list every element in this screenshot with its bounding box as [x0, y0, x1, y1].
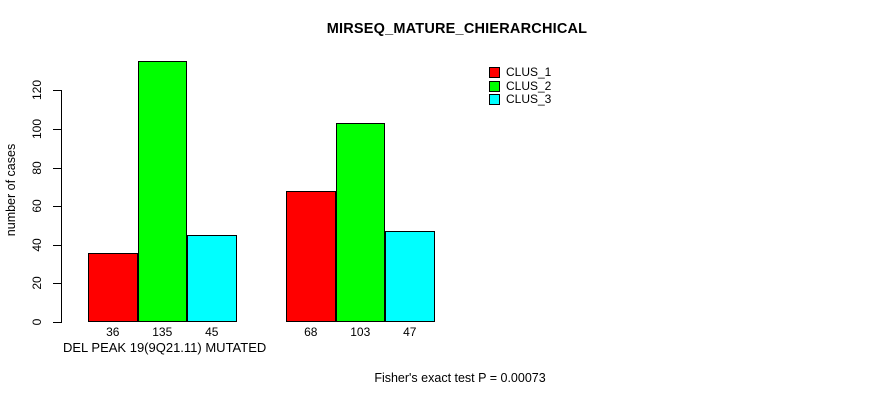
- y-tick-label: 120: [30, 80, 44, 101]
- stats-footer: Fisher's exact test P = 0.00073: [374, 371, 546, 385]
- y-tick-mark: [53, 283, 61, 285]
- y-tick-mark: [53, 244, 61, 246]
- legend-label: CLUS_3: [506, 92, 552, 106]
- chart-title: MIRSEQ_MATURE_CHIERARCHICAL: [326, 21, 588, 37]
- legend-item-clus_3: CLUS_3: [489, 92, 552, 106]
- bar-value-label: 47: [403, 325, 417, 339]
- y-tick-label: 100: [30, 118, 44, 140]
- group-axis-label: DEL PEAK 19(9Q21.11) MUTATED: [63, 340, 267, 355]
- y-tick-mark: [53, 206, 61, 208]
- legend-swatch-clus_2: [489, 80, 500, 92]
- y-axis-title: number of cases: [4, 143, 18, 237]
- y-tick-mark: [53, 129, 61, 130]
- y-tick-label: 80: [30, 160, 44, 175]
- y-tick-label: 0: [30, 318, 44, 326]
- bar-value-label: 103: [350, 325, 371, 339]
- bar-value-label: 36: [106, 325, 120, 339]
- legend-swatch-clus_1: [489, 67, 500, 78]
- y-tick-mark: [53, 90, 61, 92]
- bar-value-label: 68: [304, 325, 318, 339]
- y-tick-label: 60: [30, 199, 44, 213]
- bar-clus_3-group1: [187, 235, 237, 322]
- y-tick-label: 20: [30, 276, 44, 291]
- bar-clus_1-group2: [286, 190, 336, 322]
- legend-swatch-clus_3: [489, 94, 500, 105]
- bar-clus_3-group2: [385, 231, 435, 322]
- y-tick-mark: [53, 167, 61, 169]
- legend-label: CLUS_1: [506, 65, 552, 79]
- y-axis-line: [61, 90, 62, 323]
- bar-clus_1-group1: [88, 252, 138, 322]
- legend-item-clus_2: CLUS_2: [489, 78, 552, 93]
- bar-value-label: 135: [152, 325, 173, 339]
- y-tick-mark: [53, 322, 61, 323]
- bar-value-label: 45: [205, 325, 219, 339]
- bar-clus_2-group2: [335, 123, 385, 322]
- legend-label: CLUS_2: [506, 78, 552, 93]
- bar-clus_2-group1: [137, 61, 187, 322]
- y-tick-label: 40: [30, 238, 44, 252]
- legend-item-clus_1: CLUS_1: [489, 65, 552, 79]
